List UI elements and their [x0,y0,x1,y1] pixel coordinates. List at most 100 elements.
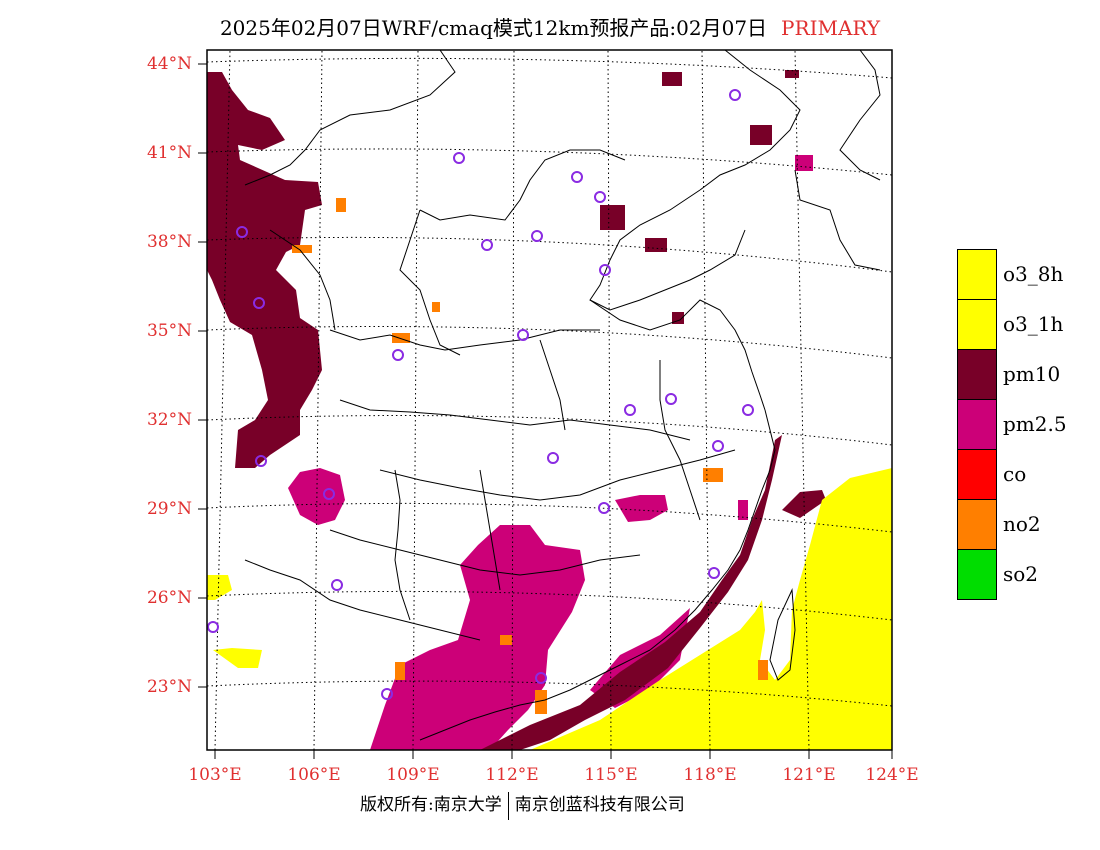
no2-spot [500,635,512,645]
lon-label: 115°E [584,765,638,785]
station-marker [571,171,583,183]
boundaries [244,50,881,741]
station-marker [207,621,219,633]
legend-item-so2: so2 [957,549,1081,600]
station-marker [742,404,754,416]
station-marker [381,688,393,700]
pm25-spot [738,500,748,520]
lon-label: 121°E [782,765,836,785]
pm10-spot [750,125,772,145]
pm10-region-sea [782,490,826,518]
lon-label: 103°E [188,765,242,785]
legend-item-pm10: pm10 [957,349,1081,400]
station-markers [207,89,754,700]
map-title: 2025年02月07日WRF/cmaq模式12km预报产品:02月07日 PRIM… [0,12,1100,41]
o3-region-west [207,575,232,600]
no2-spot [535,690,547,714]
legend-item-o3-8h: o3_8h [957,249,1081,300]
lat-label: 29°N [146,499,192,519]
station-marker [517,329,529,341]
lat-label: 26°N [146,588,192,608]
no2-spot [395,662,405,680]
axis-ticks [198,63,893,759]
o3-region-small [213,648,262,668]
station-marker [323,488,335,500]
legend-swatch [957,249,997,300]
legend-swatch [957,449,997,500]
title-tag: PRIMARY [781,16,881,40]
pm25-region-sichuan [288,468,345,525]
lon-label: 118°E [683,765,737,785]
pm10-spot [600,205,625,230]
no2-spot [392,333,410,343]
station-marker [255,455,267,467]
station-marker [453,152,465,164]
station-marker [481,239,493,251]
legend-label: so2 [1003,562,1039,586]
legend-swatch [957,399,997,450]
no2-spot [336,198,346,212]
legend-swatch [957,299,997,350]
copyright-left: 版权所有:南京大学 [360,795,502,815]
legend-item-no2: no2 [957,499,1081,550]
pm10-spot [785,70,799,78]
station-marker [236,226,248,238]
legend-item-pm25: pm2.5 [957,399,1081,450]
title-text: 2025年02月07日WRF/cmaq模式12km预报产品:02月07日 [219,16,768,40]
station-marker [598,502,610,514]
station-marker [331,579,343,591]
copyright-footer: 版权所有:南京大学 南京创蓝科技有限公司 [360,790,685,820]
station-marker [665,393,677,405]
no2-spot [292,245,312,253]
station-marker [599,264,611,276]
graticule [207,50,892,750]
copyright-right: 南京创蓝科技有限公司 [514,795,685,815]
lon-label: 106°E [287,765,341,785]
legend-label: o3_8h [1003,262,1064,286]
station-marker [535,672,547,684]
legend-label: pm10 [1003,362,1061,386]
lat-label: 32°N [146,410,192,430]
lon-label: 112°E [485,765,539,785]
station-marker [392,349,404,361]
no2-spot [432,302,440,312]
pm10-region-west [207,72,322,468]
legend-swatch [957,349,997,400]
lat-label: 35°N [146,321,192,341]
legend-swatch [957,499,997,550]
station-marker [531,230,543,242]
footer-divider [507,791,509,820]
station-marker [624,404,636,416]
o3-region-ocean [530,468,892,750]
legend-label: no2 [1003,512,1041,536]
lat-label: 44°N [146,54,192,74]
lon-label: 124°E [865,765,919,785]
legend-item-o3-1h: o3_1h [957,299,1081,350]
pm25-region-south [370,525,585,750]
station-marker [547,452,559,464]
legend-label: o3_1h [1003,312,1064,336]
pm10-spot [645,238,667,252]
pm10-spot [662,72,682,86]
station-marker [594,191,606,203]
lat-label: 23°N [146,677,192,697]
pm10-region-coast [480,435,782,750]
station-marker [708,567,720,579]
lat-label: 38°N [146,232,192,252]
lon-label: 109°E [386,765,440,785]
pm25-spot [795,155,813,171]
legend-item-co: co [957,449,1081,500]
pm10-spot [672,312,684,324]
legend-label: co [1003,462,1027,486]
legend: o3_8h o3_1h pm10 pm2.5 co no2 so2 [957,249,1081,600]
no2-spot [758,660,768,680]
station-marker [712,440,724,452]
no2-spot [703,468,723,482]
station-marker [253,297,265,309]
lat-label: 41°N [146,143,192,163]
legend-label: pm2.5 [1003,412,1067,436]
map-frame [206,49,893,751]
legend-swatch [957,549,997,600]
pm25-region-jiangxi [615,495,668,522]
